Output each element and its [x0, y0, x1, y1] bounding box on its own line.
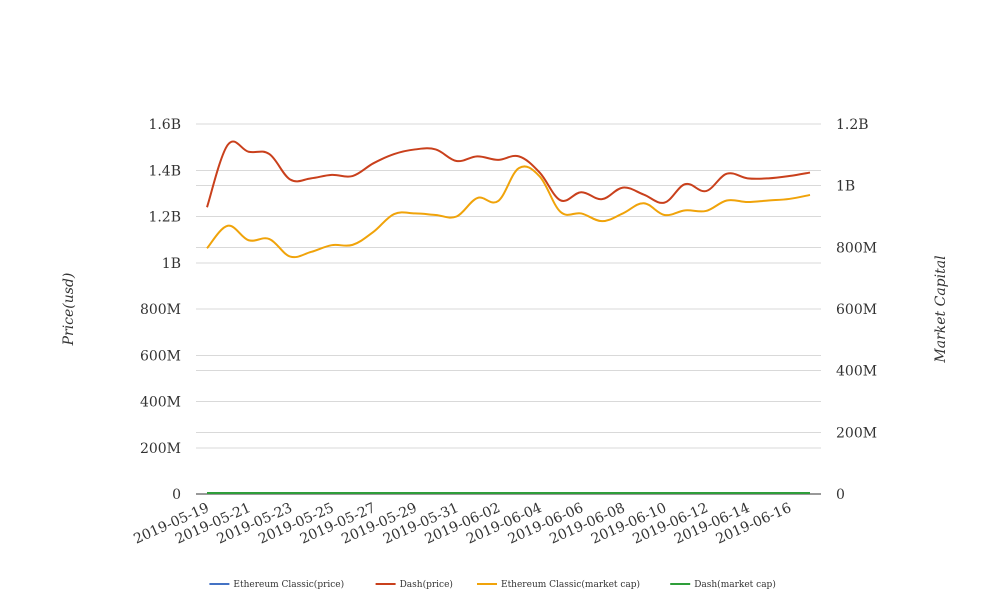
- right-tick-label: 0: [836, 487, 845, 503]
- right-axis-title: Market Capital: [933, 255, 949, 363]
- right-tick-label: 600M: [836, 302, 877, 318]
- legend-item[interactable]: Dash(market cap): [670, 579, 776, 590]
- legend-label: Ethereum Classic(market cap): [501, 579, 640, 590]
- left-axis-ticks: 0 200M 400M 600M 800M 1B 1.2B 1.4B 1.6B: [140, 117, 181, 503]
- legend-label: Ethereum Classic(price): [233, 579, 344, 590]
- series-line-2: [206, 165, 811, 259]
- left-tick-label: 1.6B: [148, 117, 181, 133]
- right-tick-label: 1B: [836, 179, 855, 195]
- left-tick-label: 800M: [140, 302, 181, 318]
- series-lines: [206, 140, 811, 495]
- left-axis-title: Price(usd): [61, 273, 77, 347]
- legend-item[interactable]: Dash(price): [375, 579, 453, 590]
- left-tick-label: 400M: [140, 395, 181, 411]
- legend: Ethereum Classic(price) Dash(price) Ethere…: [209, 579, 776, 590]
- left-tick-label: 200M: [140, 441, 181, 457]
- right-tick-label: 800M: [836, 240, 877, 256]
- legend-label: Dash(price): [400, 579, 453, 590]
- left-tick-label: 1B: [162, 256, 181, 272]
- legend-label: Dash(market cap): [694, 579, 776, 590]
- left-tick-label: 1.4B: [148, 163, 181, 179]
- left-tick-label: 600M: [140, 348, 181, 364]
- right-tick-label: 1.2B: [836, 117, 869, 133]
- grid: [196, 123, 821, 449]
- legend-item[interactable]: Ethereum Classic(market cap): [477, 579, 640, 590]
- left-tick-label: 1.2B: [148, 210, 181, 226]
- x-axis-ticks: 2019-05-192019-05-212019-05-232019-05-25…: [131, 500, 794, 547]
- legend-item[interactable]: Ethereum Classic(price): [209, 579, 344, 590]
- right-axis-ticks: 0 200M 400M 600M 800M 1B 1.2B: [836, 117, 877, 503]
- right-tick-label: 400M: [836, 364, 877, 380]
- series-line-1: [206, 140, 811, 208]
- left-tick-label: 0: [172, 487, 181, 503]
- right-tick-label: 200M: [836, 425, 877, 441]
